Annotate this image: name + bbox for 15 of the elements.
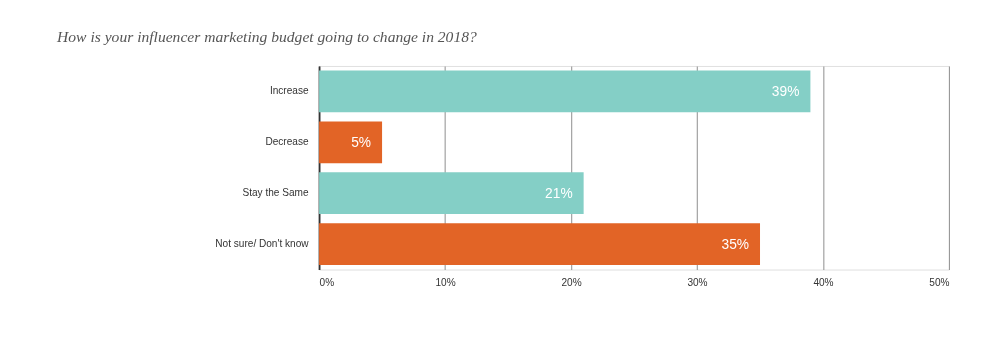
x-tick-label: 20% bbox=[561, 276, 582, 288]
y-tick-label: Stay the Same bbox=[242, 186, 309, 198]
y-tick-label: Increase bbox=[269, 85, 309, 97]
data-label: 21% bbox=[545, 185, 573, 201]
data-label: 35% bbox=[721, 236, 750, 252]
chart-title: How is your influencer marketing budget going to change in 2018? bbox=[56, 28, 477, 46]
x-tick-label: 0% bbox=[319, 276, 335, 288]
data-label: 39% bbox=[771, 84, 800, 100]
x-tick-label: 30% bbox=[687, 276, 708, 288]
x-tick-label: 10% bbox=[435, 276, 456, 288]
x-tick-label: 50% bbox=[929, 276, 950, 288]
x-tick-label: 40% bbox=[813, 276, 834, 288]
data-label: 5% bbox=[351, 134, 372, 150]
y-tick-label: Decrease bbox=[265, 136, 309, 148]
y-tick-label: Not sure/ Don't know bbox=[215, 237, 310, 249]
